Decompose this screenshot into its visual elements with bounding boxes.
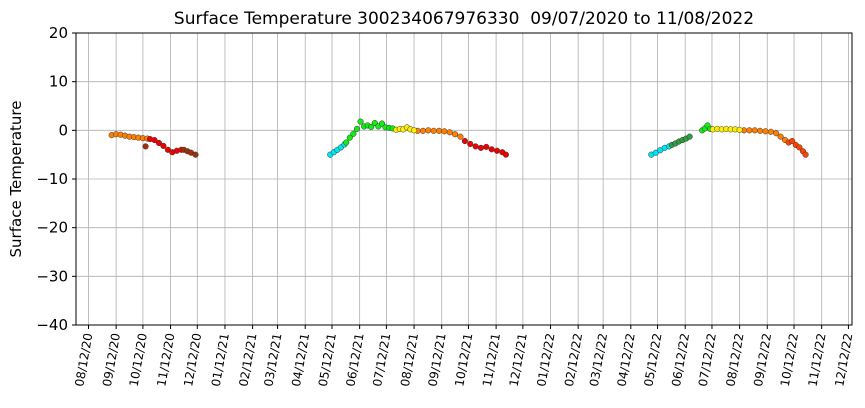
point <box>686 133 693 140</box>
x-tick-label: 12/12/22 <box>832 332 855 388</box>
x-tick-label: 10/12/21 <box>452 332 475 388</box>
point <box>796 144 803 151</box>
point <box>446 129 453 136</box>
x-tick-label: 02/12/21 <box>236 332 259 388</box>
y-tick-label: −30 <box>36 267 68 285</box>
x-tick-label: 08/12/20 <box>72 332 95 388</box>
point <box>346 134 353 141</box>
point <box>483 143 490 150</box>
point <box>457 133 464 140</box>
point <box>151 137 158 144</box>
point <box>343 139 350 146</box>
point <box>353 125 361 132</box>
point <box>160 142 167 149</box>
x-tick-label: 11/12/20 <box>154 332 177 388</box>
point <box>452 131 459 138</box>
y-tick-label: −40 <box>36 316 68 334</box>
chart-title: Surface Temperature 300234067976330 09/0… <box>174 9 754 29</box>
x-tick-label: 01/12/22 <box>534 332 557 388</box>
point <box>425 127 432 134</box>
x-tick-label: 09/12/21 <box>426 332 449 388</box>
x-tick-label: 02/12/22 <box>562 332 585 388</box>
point <box>419 127 427 134</box>
point <box>777 133 784 140</box>
x-tick-label: 10/12/20 <box>127 332 150 388</box>
x-tick-label: 05/12/21 <box>316 332 339 388</box>
x-tick-label: 12/12/21 <box>507 332 530 388</box>
x-tick-label: 08/12/22 <box>723 332 746 388</box>
point <box>746 127 753 134</box>
x-tick-label: 10/12/22 <box>778 332 801 388</box>
point <box>368 123 375 130</box>
point <box>477 144 484 151</box>
point <box>461 137 468 145</box>
x-tick-label: 04/12/21 <box>289 332 312 388</box>
point <box>357 118 364 125</box>
point <box>430 127 437 134</box>
y-tick-label: 10 <box>49 73 68 91</box>
x-tick-label: 06/12/21 <box>343 332 366 388</box>
point <box>736 126 743 133</box>
x-tick-label: 04/12/22 <box>615 332 638 388</box>
x-tick-label: 09/12/20 <box>100 332 123 388</box>
y-tick-label: −10 <box>36 170 68 188</box>
point <box>488 146 495 153</box>
points <box>108 118 809 158</box>
y-axis-label: Surface Temperature <box>7 101 25 258</box>
point <box>142 143 149 150</box>
x-tick-label: 03/12/21 <box>261 332 284 388</box>
x-tick-label: 09/12/22 <box>751 332 774 388</box>
point <box>411 127 418 134</box>
point <box>773 130 780 137</box>
point <box>467 140 474 148</box>
y-tick-label: 20 <box>49 24 68 42</box>
y-tick-label: 0 <box>58 121 68 139</box>
grid <box>76 32 852 326</box>
y-tick-label: −20 <box>36 219 68 237</box>
point <box>155 139 163 147</box>
point <box>757 127 764 134</box>
x-tick-label: 07/12/21 <box>370 332 393 388</box>
point <box>493 147 501 154</box>
point <box>502 151 509 158</box>
point <box>441 128 448 135</box>
x-tick-label: 07/12/22 <box>696 332 719 388</box>
point <box>751 127 758 134</box>
point <box>762 128 769 135</box>
point <box>767 128 774 135</box>
x-tick-label: 08/12/21 <box>398 332 421 388</box>
point <box>472 143 479 150</box>
x-tick-label: 11/12/22 <box>805 332 828 388</box>
point <box>350 130 357 137</box>
point <box>435 127 443 134</box>
x-tick-label: 12/12/20 <box>181 332 204 388</box>
point <box>378 120 385 127</box>
x-tick-label: 01/12/21 <box>209 332 232 388</box>
point <box>192 151 199 158</box>
x-tick-label: 03/12/22 <box>587 332 610 388</box>
point <box>802 151 809 158</box>
x-tick-label: 05/12/22 <box>641 332 664 388</box>
x-tick-label: 11/12/21 <box>480 332 503 388</box>
x-tick-label: 06/12/22 <box>669 332 692 388</box>
point <box>789 137 796 145</box>
